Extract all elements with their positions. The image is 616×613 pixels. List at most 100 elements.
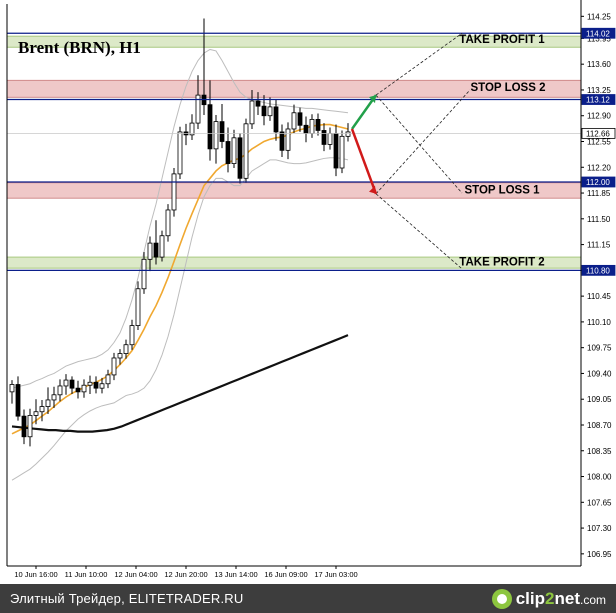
candle-body xyxy=(147,242,153,260)
candle xyxy=(87,375,93,395)
candle-body xyxy=(309,119,315,134)
candle-body xyxy=(57,385,63,396)
chart-title: Brent (BRN), H1 xyxy=(18,38,141,57)
candle-body xyxy=(219,121,225,142)
price-label-box xyxy=(581,176,616,188)
price-tick-label: 113.25 xyxy=(587,86,611,95)
candle-body xyxy=(111,357,117,376)
price-tick-label: 110.45 xyxy=(587,292,611,301)
candle xyxy=(57,379,63,402)
candle xyxy=(189,114,195,141)
price-tick-label: 112.20 xyxy=(587,163,611,172)
clip2net-logo-icon xyxy=(491,589,512,609)
candle xyxy=(123,339,129,359)
candle xyxy=(99,377,105,394)
candle xyxy=(111,352,117,381)
candle xyxy=(159,230,165,262)
price-tick-label: 106.95 xyxy=(587,550,612,559)
candle-body xyxy=(51,394,57,401)
projection-line xyxy=(375,89,471,195)
candle-body xyxy=(177,131,183,175)
candle xyxy=(51,386,57,409)
candle-body xyxy=(207,104,213,150)
fast-moving-average-line xyxy=(11,123,349,435)
candle-body xyxy=(291,112,297,130)
price-tick-label: 112.55 xyxy=(587,137,611,146)
time-tick-label: 17 Jun 03:00 xyxy=(314,570,357,579)
clip2net-logo-text: clip2net.com xyxy=(515,589,606,608)
candle xyxy=(219,103,225,149)
candle-body xyxy=(135,288,141,326)
candle xyxy=(39,399,45,422)
candle-body xyxy=(321,130,327,145)
candle xyxy=(237,133,243,184)
candle xyxy=(63,374,69,395)
candle xyxy=(135,281,141,330)
bullish-arrow xyxy=(350,94,378,130)
time-tick-label: 16 Jun 09:00 xyxy=(264,570,307,579)
candle-body xyxy=(243,123,249,179)
time-tick-label: 11 Jun 10:00 xyxy=(65,570,108,579)
candle-body xyxy=(237,137,243,179)
bullish-arrow-head xyxy=(369,95,376,104)
candle-body xyxy=(249,100,255,125)
candle xyxy=(345,123,351,142)
slow-moving-average-line xyxy=(11,334,349,433)
candle-body xyxy=(171,173,177,211)
price-label-box xyxy=(581,94,616,105)
candle xyxy=(297,107,303,132)
candle-body xyxy=(303,124,309,134)
candle-body xyxy=(345,131,351,137)
clip2net-logo[interactable]: clip2net.com xyxy=(491,588,606,610)
candle-body xyxy=(99,383,105,389)
price-label-text: 113.12 xyxy=(586,96,610,105)
price-tick-label: 108.70 xyxy=(587,421,612,430)
candle xyxy=(15,376,21,421)
candle-body xyxy=(129,325,135,346)
candle xyxy=(195,75,201,129)
candle-body xyxy=(213,121,219,150)
candle-body xyxy=(87,381,93,386)
candle xyxy=(9,380,15,404)
candle-body xyxy=(231,137,237,164)
candle-body xyxy=(273,106,279,133)
bearish-arrow-head xyxy=(369,185,376,194)
candle-body xyxy=(339,135,345,169)
candle-body xyxy=(123,344,129,354)
price-tick-label: 110.10 xyxy=(587,318,611,327)
candle xyxy=(243,118,249,183)
candle-body xyxy=(267,106,273,117)
candle xyxy=(207,80,213,161)
price-label-text: 112.66 xyxy=(586,129,610,138)
candle-body xyxy=(225,141,231,164)
price-label-text: 110.80 xyxy=(586,266,610,275)
price-tick-label: 107.30 xyxy=(587,524,612,533)
candle xyxy=(285,122,291,160)
candle-body xyxy=(189,122,195,136)
price-label-box xyxy=(581,27,616,39)
candle xyxy=(69,376,75,395)
time-tick-label: 12 Jun 04:00 xyxy=(114,570,157,579)
price-tick-label: 111.85 xyxy=(587,189,611,198)
candle xyxy=(93,376,99,394)
candle-body xyxy=(69,379,75,389)
footer-source-text: Элитный Трейдер, ELITETRADER.RU xyxy=(10,591,244,606)
price-tick-label: 114.25 xyxy=(587,12,611,21)
price-tick-label: 109.40 xyxy=(587,369,612,378)
level-label-take-profit-2: TAKE PROFIT 2 xyxy=(459,257,544,269)
candle-body xyxy=(15,384,21,417)
candle xyxy=(45,387,51,414)
candle xyxy=(177,126,183,180)
level-label-stop-loss-1: STOP LOSS 1 xyxy=(465,184,541,196)
candle-body xyxy=(279,131,285,151)
candle-body xyxy=(75,387,81,393)
candle xyxy=(231,129,237,169)
candle xyxy=(165,204,171,242)
candle-body xyxy=(255,100,261,107)
candle xyxy=(147,236,153,272)
candle xyxy=(225,127,231,173)
price-label-box xyxy=(581,264,616,276)
price-tick-label: 113.60 xyxy=(587,60,611,69)
band-lower xyxy=(11,157,349,481)
price-tick-label: 113.95 xyxy=(587,34,611,43)
